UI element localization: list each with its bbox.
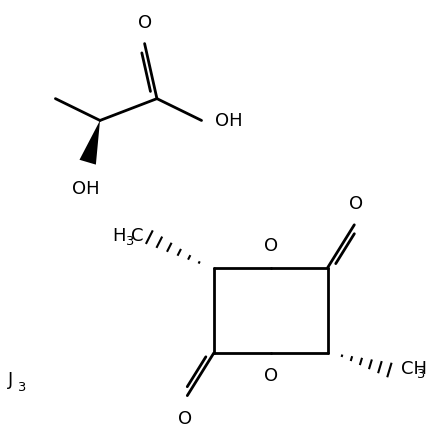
Text: H: H <box>112 227 125 245</box>
Text: OH: OH <box>72 180 99 198</box>
Text: O: O <box>348 194 363 212</box>
Text: C: C <box>130 227 143 245</box>
Text: CH: CH <box>400 359 426 377</box>
Text: J: J <box>8 370 13 388</box>
Polygon shape <box>79 121 100 165</box>
Text: 3: 3 <box>17 380 26 393</box>
Text: O: O <box>263 366 277 384</box>
Text: O: O <box>178 409 192 426</box>
Text: OH: OH <box>214 112 242 130</box>
Text: O: O <box>137 14 151 32</box>
Text: 3: 3 <box>414 367 423 380</box>
Text: 3: 3 <box>124 235 132 248</box>
Text: O: O <box>263 237 277 255</box>
